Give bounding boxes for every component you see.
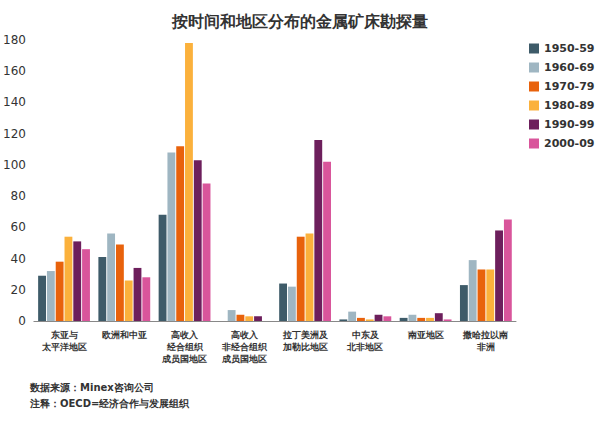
svg-text:高收入: 高收入: [171, 330, 199, 340]
svg-text:1950-59: 1950-59: [544, 42, 595, 55]
svg-text:80: 80: [11, 189, 26, 203]
svg-text:经合组织: 经合组织: [166, 342, 204, 352]
svg-text:1960-69: 1960-69: [544, 61, 595, 74]
svg-text:南亚地区: 南亚地区: [407, 330, 444, 340]
svg-text:40: 40: [11, 252, 26, 266]
svg-text:2000-09: 2000-09: [544, 137, 595, 150]
svg-text:撒哈拉以南: 撒哈拉以南: [462, 330, 508, 340]
svg-text:0: 0: [18, 314, 26, 328]
svg-text:拉丁美洲及: 拉丁美洲及: [282, 330, 329, 340]
svg-text:1990-99: 1990-99: [544, 118, 595, 131]
svg-text:140: 140: [3, 95, 26, 109]
svg-text:60: 60: [11, 220, 26, 234]
svg-text:高收入: 高收入: [231, 330, 259, 340]
svg-text:非经合组织: 非经合组织: [221, 342, 268, 352]
svg-text:太平洋地区: 太平洋地区: [41, 342, 87, 352]
svg-text:北非地区: 北非地区: [346, 342, 383, 352]
svg-text:1980-89: 1980-89: [544, 99, 595, 112]
svg-text:加勒比地区: 加勒比地区: [282, 342, 328, 352]
svg-text:160: 160: [3, 64, 26, 78]
svg-text:按时间和地区分布的金属矿床勘探量: 按时间和地区分布的金属矿床勘探量: [171, 12, 428, 31]
svg-text:东亚与: 东亚与: [50, 330, 78, 340]
svg-text:非洲: 非洲: [476, 342, 495, 352]
svg-text:180: 180: [3, 33, 26, 47]
svg-text:100: 100: [3, 158, 26, 172]
svg-text:成员国地区: 成员国地区: [221, 354, 267, 364]
svg-text:中东及: 中东及: [352, 330, 380, 340]
svg-text:成员国地区: 成员国地区: [161, 354, 207, 364]
svg-text:1970-79: 1970-79: [544, 80, 595, 93]
svg-text:欧洲和中亚: 欧洲和中亚: [102, 330, 147, 340]
svg-text:20: 20: [11, 283, 26, 297]
svg-text:数据来源：Minex咨询公司: 数据来源：Minex咨询公司: [29, 382, 154, 393]
svg-text:120: 120: [3, 127, 26, 141]
svg-text:注释：OECD=经济合作与发展组织: 注释：OECD=经济合作与发展组织: [29, 398, 190, 409]
